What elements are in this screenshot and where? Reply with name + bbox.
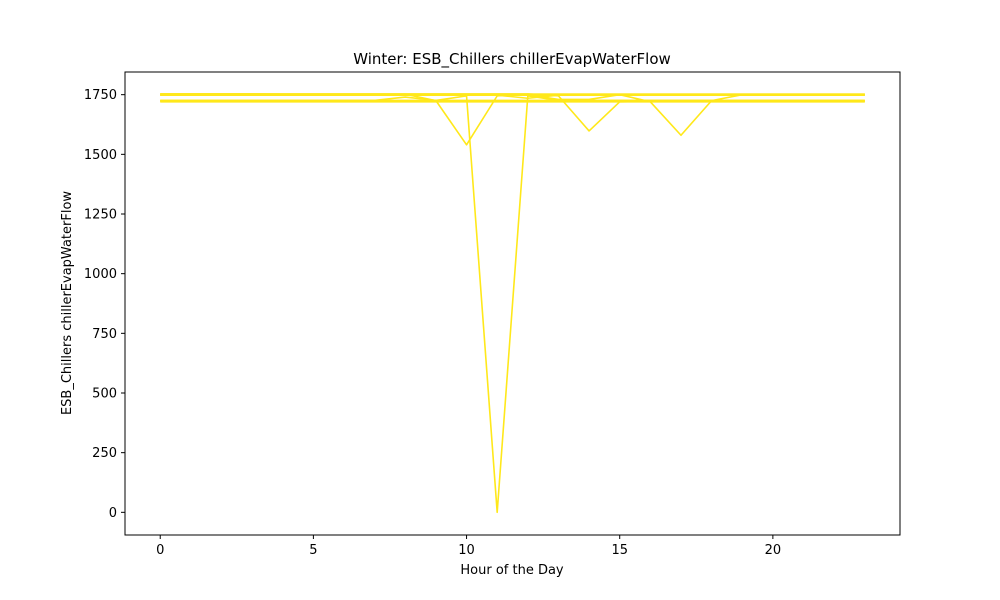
x-tick-label: 0 xyxy=(156,543,164,558)
series-line-12 xyxy=(160,94,865,100)
y-tick-label: 1250 xyxy=(84,208,117,223)
y-tick-label: 750 xyxy=(92,327,117,342)
series-line-9 xyxy=(160,95,865,514)
x-tick-label: 10 xyxy=(458,543,475,558)
y-axis-title: ESB_Chillers chillerEvapWaterFlow xyxy=(60,191,75,415)
x-axis-title: Hour of the Day xyxy=(460,563,564,578)
y-tick-label: 0 xyxy=(109,506,117,521)
x-tick-label: 20 xyxy=(765,543,782,558)
y-tick-label: 250 xyxy=(92,446,117,461)
y-tick-label: 500 xyxy=(92,386,117,401)
y-tick-label: 1500 xyxy=(84,148,117,163)
x-tick-label: 5 xyxy=(309,543,317,558)
series-line-10 xyxy=(160,93,865,132)
y-tick-label: 1750 xyxy=(84,88,117,103)
chart-title: Winter: ESB_Chillers chillerEvapWaterFlo… xyxy=(353,50,671,69)
plot-frame xyxy=(124,71,901,536)
series-layer xyxy=(160,93,865,514)
y-tick-label: 1000 xyxy=(84,267,117,282)
x-axis: 0 5 10 15 20 xyxy=(156,535,781,558)
y-axis: 0 250 500 750 1000 1250 1500 1750 xyxy=(84,88,125,521)
x-tick-label: 15 xyxy=(611,543,628,558)
